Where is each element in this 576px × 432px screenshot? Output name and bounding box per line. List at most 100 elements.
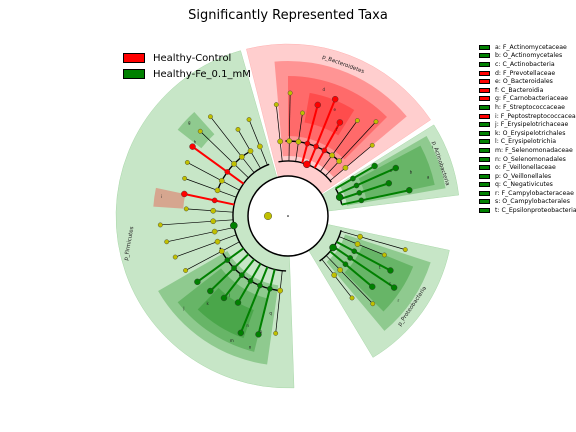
taxa-legend-item: f: C_Bacteroidia — [479, 86, 576, 95]
clade-branch — [184, 178, 237, 198]
leaf-node — [390, 284, 398, 291]
leaf-node — [373, 119, 379, 125]
leaf-node — [164, 239, 170, 245]
clade-branch — [223, 258, 255, 299]
clade-letter-label: a — [427, 174, 430, 179]
leaf-node — [332, 95, 339, 103]
clade-letter-label: m — [230, 338, 234, 343]
clade-node — [257, 282, 263, 289]
root-node — [287, 215, 289, 217]
clade-letter-label: d — [323, 87, 326, 92]
taxa-legend-swatch — [479, 104, 490, 110]
legend-swatch-fe — [123, 69, 145, 79]
taxa-legend-item: l: C_Erysipelotrichia — [479, 138, 576, 147]
leaf-node — [220, 294, 228, 302]
chart-title: Significantly Represented Taxa — [188, 8, 388, 23]
phylum-node — [335, 193, 344, 201]
phylum-sector — [115, 50, 295, 389]
leaf-node — [287, 90, 293, 96]
taxa-legend-swatch — [479, 122, 490, 128]
taxa-legend-label: d: F_Prevotellaceae — [495, 69, 556, 77]
taxa-legend-label: f: C_Bacteroidia — [495, 86, 544, 94]
taxa-legend-swatch — [479, 70, 490, 76]
clade-branch — [307, 98, 337, 166]
taxa-legend-swatch — [479, 208, 490, 214]
clade-branch — [329, 145, 373, 181]
leaf-node — [181, 190, 188, 198]
taxa-legend-label: e: O_Bacteroidales — [495, 78, 553, 86]
clade-node — [277, 287, 283, 294]
leaf-node — [172, 254, 178, 260]
taxa-legend-item: d: F_Prevotellaceae — [479, 69, 576, 78]
phylum-node — [230, 221, 238, 230]
taxa-legend-swatch — [479, 87, 490, 93]
clade-node — [350, 175, 356, 182]
clade-node — [211, 228, 218, 235]
taxa-legend-swatch — [479, 190, 490, 196]
clade-branch — [301, 104, 319, 164]
clade-node — [218, 248, 225, 255]
clade-node — [313, 143, 319, 150]
clade-highlight — [344, 245, 414, 312]
taxa-legend-swatch — [479, 173, 490, 179]
clade-node — [337, 267, 343, 273]
clade-node — [211, 197, 218, 204]
clade-branch — [166, 227, 235, 243]
clade-letter-label: s — [389, 281, 391, 286]
clade-branch — [329, 250, 373, 288]
taxa-legend-label: i: F_Peptostreptococcaceae — [495, 112, 576, 120]
leaf-node — [194, 278, 201, 286]
leaf-node — [234, 299, 242, 306]
clade-branch — [209, 253, 250, 292]
clade-node — [224, 169, 231, 175]
clade-node — [347, 255, 353, 261]
taxa-legend-item: b: O_Actinomycetales — [479, 52, 576, 61]
clade-branch — [325, 121, 377, 177]
leaf-node — [300, 110, 305, 116]
taxa-legend-item: e: O_Bacteroidales — [479, 77, 576, 86]
taxa-legend-label: n: O_Selenomonadales — [495, 155, 566, 163]
legend-label-fe: Healthy-Fe_0.1_mM — [153, 68, 251, 80]
clade-branch — [187, 162, 240, 191]
clade-letter-label: e — [334, 107, 337, 112]
taxa-legend-label: j: F_Erysipelotrichaceae — [495, 121, 569, 129]
clade-node — [342, 164, 349, 171]
clade-highlight — [274, 61, 407, 178]
clade-highlight — [177, 111, 215, 149]
clade-node — [331, 272, 337, 278]
clade-letter-label: i — [161, 194, 162, 199]
taxa-legend-item: p: O_Veillonellales — [479, 172, 576, 181]
clade-branch — [248, 119, 268, 166]
taxa-legend-swatch — [479, 199, 490, 205]
clade-branch — [186, 208, 234, 213]
clade-node — [214, 238, 221, 245]
clade-letter-label: l — [229, 293, 230, 298]
leaf-node — [184, 160, 190, 165]
taxa-legend-label: t: C_Epsilonproteobacteria — [495, 207, 576, 215]
clade-letter-label: t — [379, 265, 381, 270]
taxa-legend: a: F_Actinomycetaceae b: O_Actinomycetale… — [479, 43, 576, 215]
clade-branch — [184, 192, 235, 206]
clade-branch — [199, 130, 249, 179]
clade-branch — [239, 266, 269, 334]
taxa-legend-label: h: F_Streptococcaceae — [495, 103, 565, 111]
taxa-legend-swatch — [479, 44, 490, 50]
taxa-legend-item: k: O_Erysipelotrichales — [479, 129, 576, 138]
leaf-node — [246, 117, 252, 122]
clade-highlight — [339, 136, 446, 206]
leaf-node — [369, 142, 375, 148]
taxa-legend-item: j: F_Erysipelotrichaceae — [479, 120, 576, 129]
clade-branch — [338, 236, 385, 256]
clade-letter-label: g — [188, 120, 191, 125]
clade-branch — [288, 93, 291, 162]
clade-node — [210, 207, 216, 214]
taxa-legend-item: n: O_Selenomonadales — [479, 155, 576, 164]
clade-node — [239, 154, 245, 160]
clade-branch — [337, 167, 397, 195]
taxa-legend-swatch — [479, 53, 490, 59]
leaf-node — [189, 143, 196, 150]
legend-item-fe: Healthy-Fe_0.1_mM — [123, 66, 251, 82]
taxa-legend-swatch — [479, 182, 490, 188]
clade-branch — [313, 121, 341, 169]
